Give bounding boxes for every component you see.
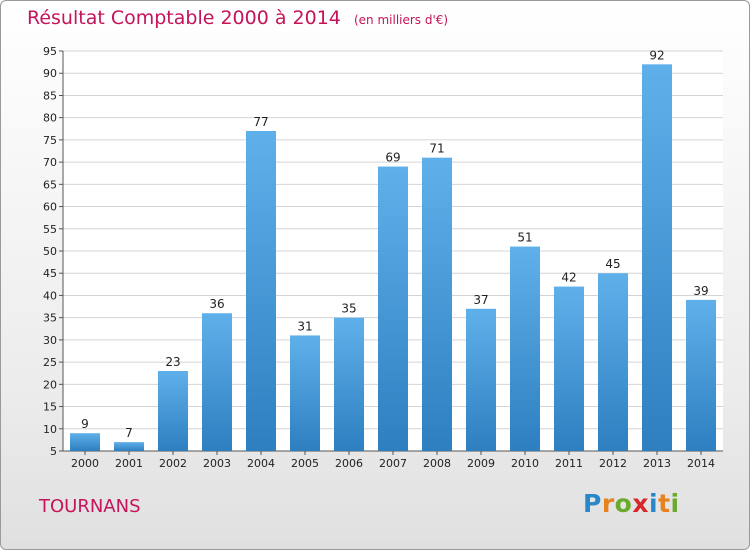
x-tick-label-2013: 2013 <box>643 457 671 470</box>
value-label-2003: 36 <box>209 297 224 311</box>
bar-2006 <box>334 317 364 451</box>
bar-2011 <box>554 286 584 451</box>
x-tick-label-2005: 2005 <box>291 457 319 470</box>
bar-2008 <box>422 157 452 451</box>
y-tick-label: 60 <box>43 201 57 214</box>
logo-letter: t <box>658 489 671 518</box>
town-name: TOURNANS <box>39 496 141 517</box>
chart-title: Résultat Comptable 2000 à 2014 (en milli… <box>27 7 448 29</box>
logo-letter: o <box>614 489 633 518</box>
bar-2013 <box>642 64 672 452</box>
value-label-2008: 71 <box>429 142 444 156</box>
value-label-2000: 9 <box>81 417 89 431</box>
y-tick-label: 15 <box>43 401 57 414</box>
y-tick-label: 55 <box>43 223 57 236</box>
logo-letter: x <box>632 489 649 518</box>
logo-letter: r <box>601 489 615 518</box>
y-tick-label: 35 <box>43 312 57 325</box>
x-tick-label-2007: 2007 <box>379 457 407 470</box>
bar-2003 <box>202 313 232 451</box>
value-label-2007: 69 <box>385 151 400 165</box>
proxiti-logo: Proxiti <box>583 489 680 518</box>
value-label-2001: 7 <box>125 426 133 440</box>
title-unit: (en milliers d'€) <box>353 13 449 27</box>
x-tick-label-2000: 2000 <box>71 457 99 470</box>
x-tick-label-2010: 2010 <box>511 457 539 470</box>
bar-2014 <box>686 299 716 451</box>
x-tick-label-2011: 2011 <box>555 457 583 470</box>
y-tick-label: 25 <box>43 356 57 369</box>
y-tick-label: 65 <box>43 178 57 191</box>
y-tick-label: 95 <box>43 45 57 58</box>
x-tick-label-2002: 2002 <box>159 457 187 470</box>
x-tick-label-2012: 2012 <box>599 457 627 470</box>
y-tick-label: 20 <box>43 378 57 391</box>
y-tick-label: 85 <box>43 89 57 102</box>
y-tick-label: 90 <box>43 67 57 80</box>
y-tick-label: 70 <box>43 156 57 169</box>
y-tick-label: 10 <box>43 423 57 436</box>
value-label-2009: 37 <box>473 293 488 307</box>
bar-2000 <box>70 433 100 451</box>
value-label-2013: 92 <box>649 48 664 62</box>
x-tick-label-2006: 2006 <box>335 457 363 470</box>
y-tick-label: 75 <box>43 134 57 147</box>
value-label-2004: 77 <box>253 115 268 129</box>
x-tick-label-2001: 2001 <box>115 457 143 470</box>
title-text: Résultat Comptable 2000 à 2014 <box>27 7 341 29</box>
value-label-2014: 39 <box>693 284 708 298</box>
y-tick-label: 80 <box>43 112 57 125</box>
x-tick-label-2004: 2004 <box>247 457 275 470</box>
y-tick-label: 45 <box>43 267 57 280</box>
x-tick-label-2003: 2003 <box>203 457 231 470</box>
bar-2004 <box>246 131 276 451</box>
x-tick-label-2009: 2009 <box>467 457 495 470</box>
value-label-2012: 45 <box>605 257 620 271</box>
y-tick-label: 50 <box>43 245 57 258</box>
y-tick-label: 40 <box>43 289 57 302</box>
bar-2009 <box>466 308 496 451</box>
logo-letter: i <box>649 489 659 518</box>
x-tick-label-2014: 2014 <box>687 457 715 470</box>
bar-2010 <box>510 246 540 451</box>
value-label-2011: 42 <box>561 271 576 285</box>
y-tick-label: 5 <box>50 445 57 458</box>
logo-letter: i <box>670 489 680 518</box>
bar-2012 <box>598 273 628 451</box>
value-label-2002: 23 <box>165 355 180 369</box>
y-tick-label: 30 <box>43 334 57 347</box>
value-label-2005: 31 <box>297 319 312 333</box>
bar-2005 <box>290 335 320 451</box>
bar-2007 <box>378 166 408 452</box>
x-tick-label-2008: 2008 <box>423 457 451 470</box>
bar-2002 <box>158 371 188 451</box>
bar-2001 <box>114 442 144 451</box>
logo-letter: P <box>583 489 602 518</box>
value-label-2006: 35 <box>341 302 356 316</box>
value-label-2010: 51 <box>517 231 532 245</box>
